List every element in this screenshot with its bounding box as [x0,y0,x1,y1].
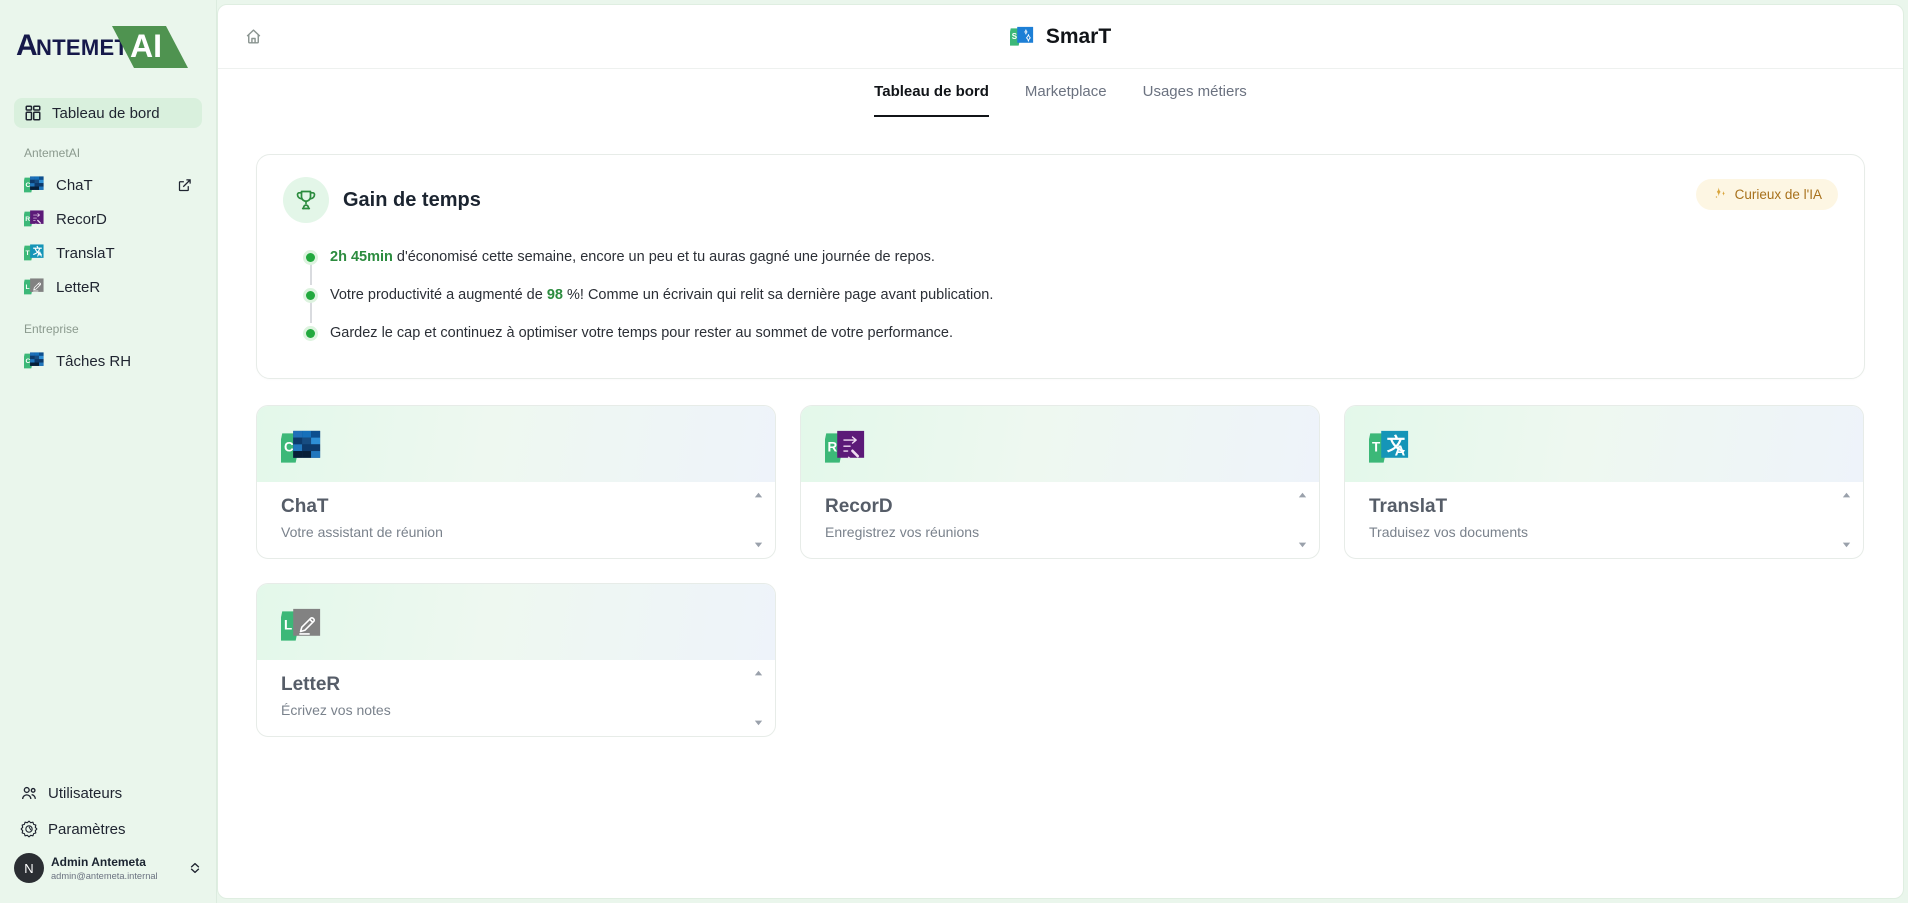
svg-text:C: C [284,440,294,455]
svg-text:AI: AI [130,28,162,64]
svg-text:NTEMET: NTEMET [36,35,128,60]
svg-text:S: S [1012,32,1017,41]
svg-text:L: L [26,284,30,291]
svg-text:T: T [1372,440,1381,455]
svg-text:A: A [16,29,38,62]
svg-text:L: L [284,618,292,633]
svg-text:C: C [26,182,31,189]
svg-text:C: C [26,358,31,365]
svg-text:A: A [37,250,43,259]
svg-text:A: A [1395,444,1406,460]
svg-text:R: R [25,216,30,223]
svg-text:R: R [827,440,837,455]
